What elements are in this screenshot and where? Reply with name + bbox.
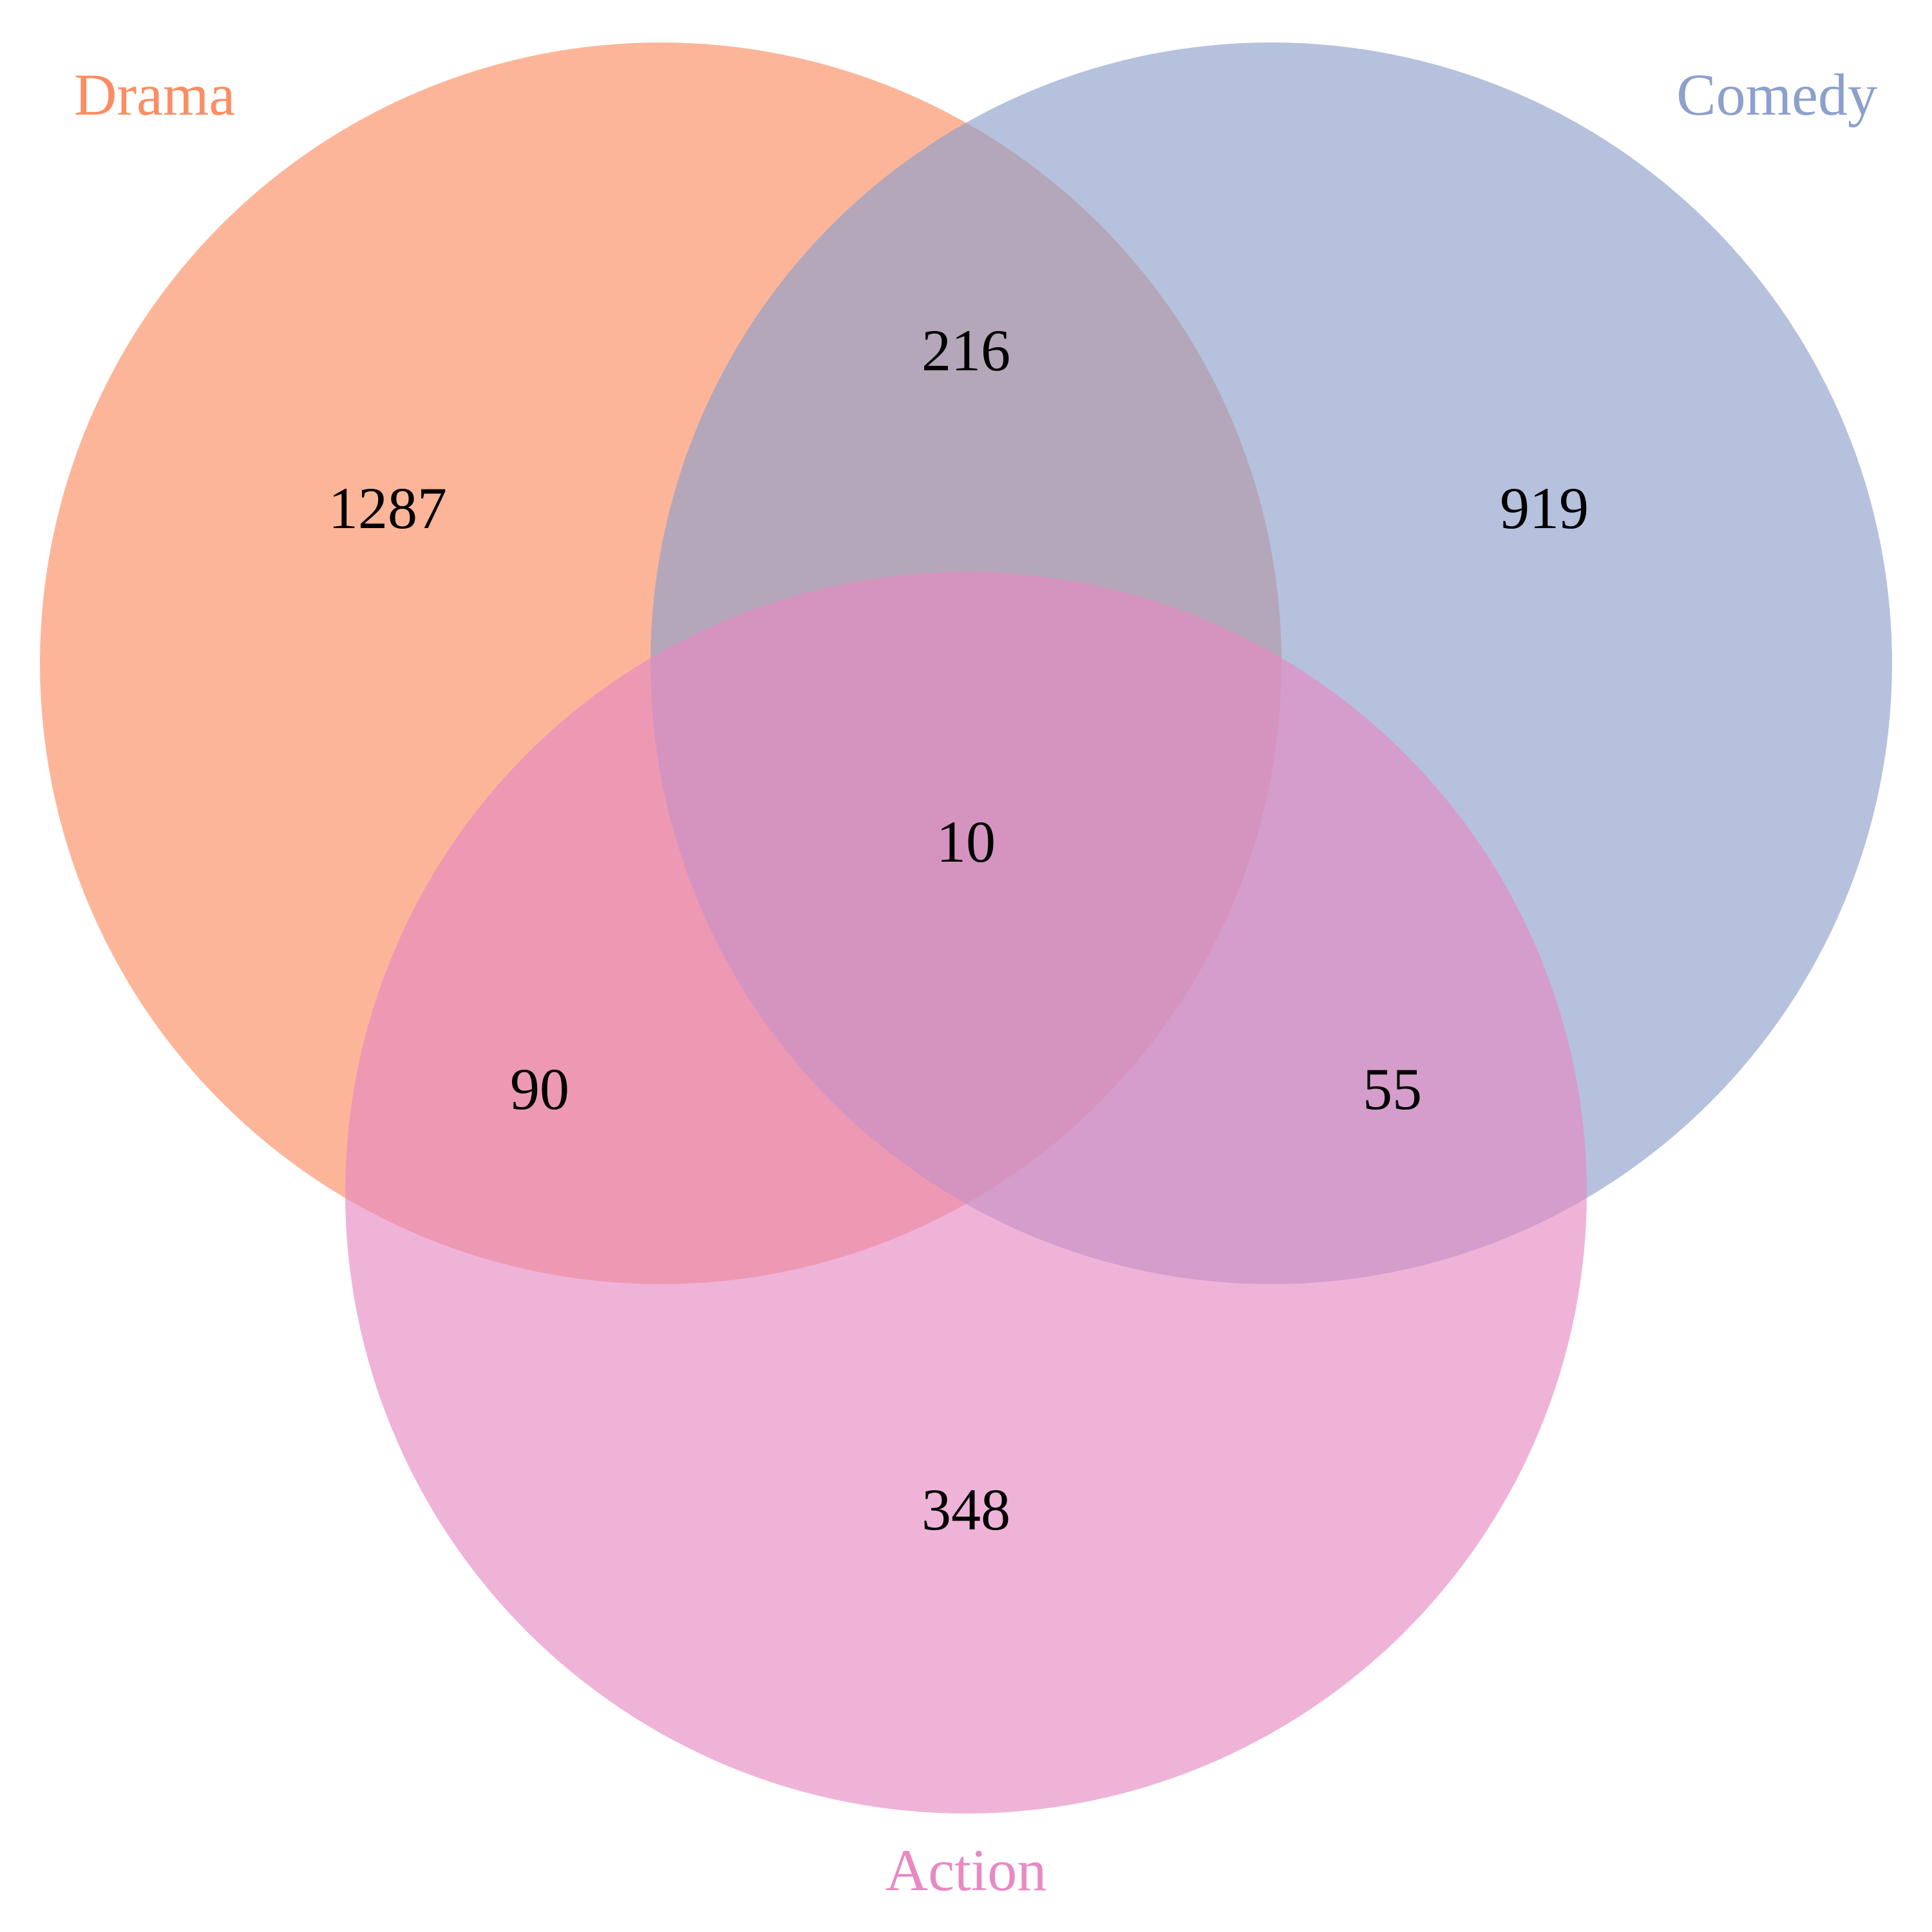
drama-comedy-count: 216 — [922, 317, 1010, 383]
action-only-count: 348 — [922, 1477, 1010, 1542]
action-label: Action — [886, 1837, 1046, 1903]
comedy-only-count: 919 — [1500, 475, 1589, 541]
comedy-action-count: 55 — [1363, 1056, 1422, 1122]
action-circle — [345, 572, 1587, 1814]
drama-action-count: 90 — [510, 1056, 569, 1122]
drama-label: Drama — [74, 62, 235, 128]
all-three-count: 10 — [936, 809, 996, 875]
drama-only-count: 1287 — [328, 475, 447, 541]
comedy-label: Comedy — [1676, 62, 1877, 128]
